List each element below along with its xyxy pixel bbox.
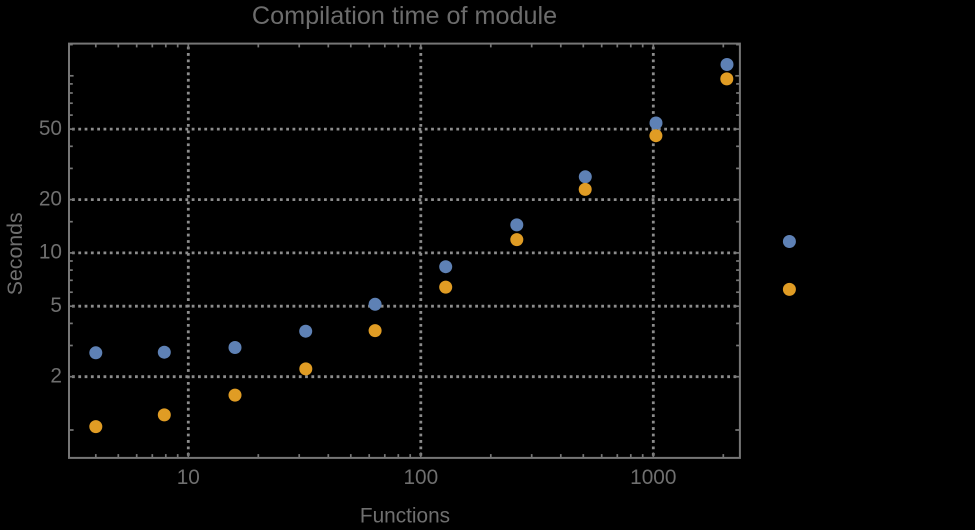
svg-text:10: 10 (39, 241, 62, 264)
svg-text:10: 10 (177, 466, 200, 489)
svg-text:Compilation time of module: Compilation time of module (252, 2, 557, 30)
svg-text:2: 2 (50, 365, 62, 388)
svg-text:1000: 1000 (630, 466, 676, 489)
svg-text:50: 50 (39, 117, 62, 140)
svg-text:Seconds: Seconds (3, 212, 27, 295)
svg-text:20: 20 (39, 187, 62, 210)
svg-text:Functions: Functions (360, 504, 450, 525)
svg-text:5: 5 (50, 294, 62, 317)
svg-text:100: 100 (403, 466, 438, 489)
